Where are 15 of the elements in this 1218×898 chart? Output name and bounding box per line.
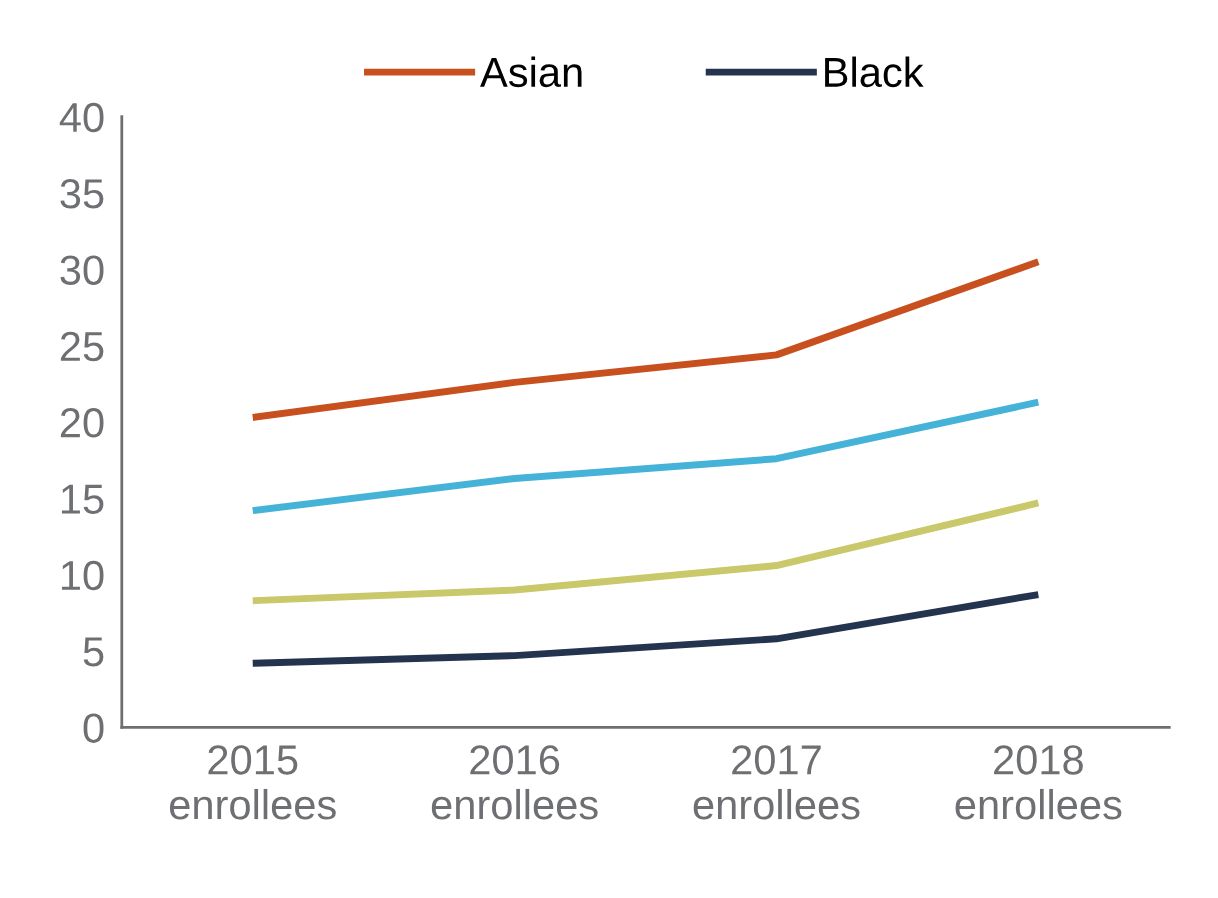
- x-tick-label: 2017 enrollees: [693, 745, 860, 820]
- legend-label: Asian: [480, 56, 582, 88]
- legend-label: Black: [825, 56, 924, 88]
- y-tick-label: 20: [60, 408, 104, 438]
- y-tick-label: 5: [83, 637, 104, 667]
- y-tick-label: 40: [59, 102, 104, 133]
- x-tick-label: 2018 enrollees: [955, 745, 1122, 820]
- y-tick-label: 35: [60, 179, 104, 209]
- y-tick-label: 30: [60, 255, 104, 285]
- y-tick-label: 25: [60, 331, 104, 362]
- x-tick-label: 2015 enrollees: [169, 745, 336, 820]
- x-tick-label: 2016 enrollees: [431, 745, 598, 820]
- y-tick-label: 15: [61, 484, 104, 514]
- y-tick-label: 10: [61, 560, 104, 591]
- y-tick-label: 0: [83, 713, 104, 743]
